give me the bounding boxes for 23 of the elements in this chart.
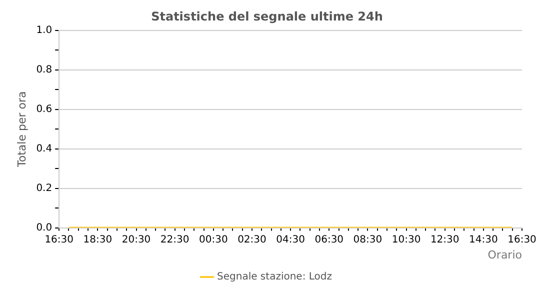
x-tick-label: 12:30	[430, 234, 460, 246]
x-tick-label: 08:30	[353, 234, 382, 246]
x-tick-label: 16:30	[44, 234, 74, 246]
x-tick-label: 18:30	[83, 234, 112, 246]
y-tick-label: 0.0	[36, 222, 52, 234]
x-tick-label: 04:30	[276, 234, 305, 246]
y-tick-label: 0.4	[36, 143, 52, 154]
y-axis-title: Totale per ora	[15, 91, 28, 168]
x-tick-label: 20:30	[122, 234, 151, 246]
y-tick-label: 1.0	[36, 24, 52, 36]
x-tick-label: 16:30	[508, 234, 536, 246]
x-tick-label: 02:30	[238, 234, 266, 246]
x-tick-label: 10:30	[392, 234, 421, 246]
x-tick-label: 14:30	[469, 234, 498, 246]
x-tick-label: 00:30	[198, 234, 228, 246]
x-axis-title: Orario	[488, 248, 522, 262]
y-tick-label: 0.6	[36, 104, 52, 115]
y-tick-label: 0.8	[36, 64, 52, 76]
y-tick-label: 0.2	[36, 182, 52, 194]
x-tick-label: 22:30	[160, 234, 190, 246]
legend-label: Segnale stazione: Lodz	[217, 272, 332, 283]
chart-title: Statistiche del segnale ultime 24h	[151, 9, 383, 24]
x-tick-label: 06:30	[314, 234, 344, 246]
